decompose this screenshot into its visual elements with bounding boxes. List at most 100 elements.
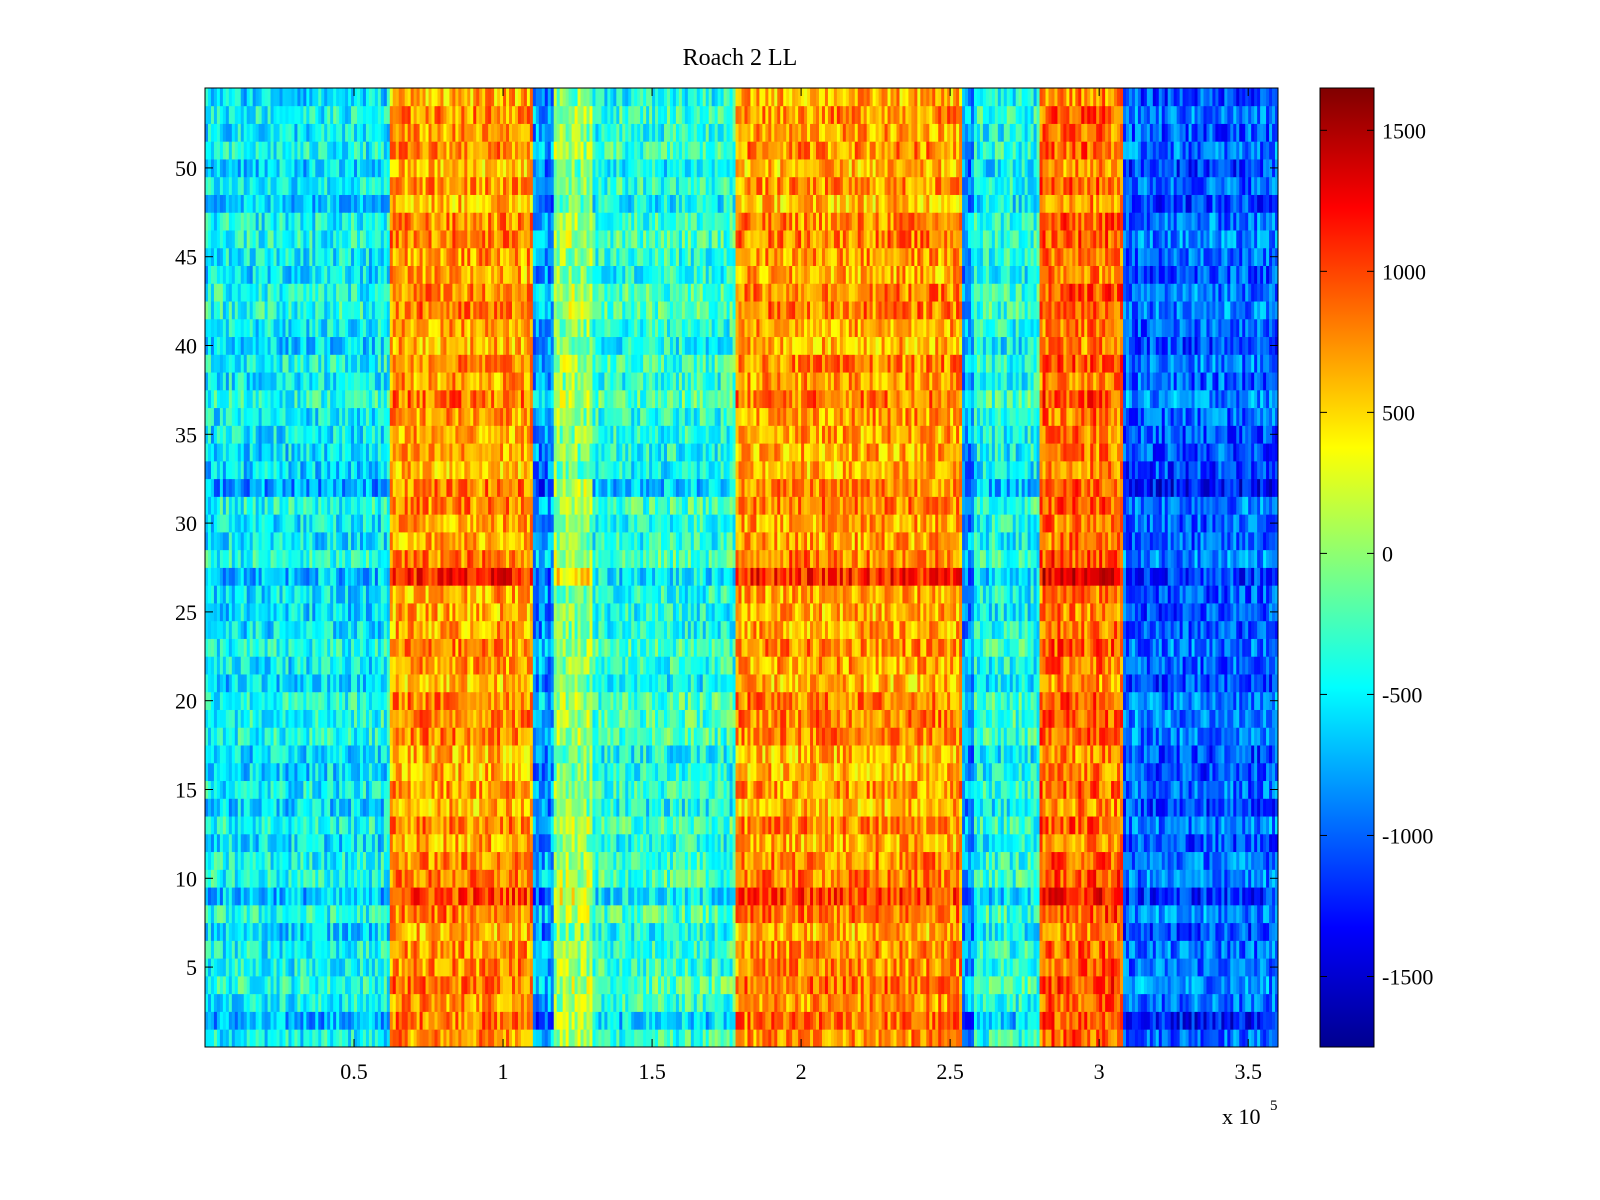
heatmap-cell	[827, 922, 832, 941]
heatmap-cell	[407, 869, 412, 888]
heatmap-cell	[234, 904, 239, 924]
heatmap-cell	[953, 1029, 957, 1048]
heatmap-cell	[1215, 958, 1219, 977]
heatmap-cell	[357, 816, 361, 835]
heatmap-cell	[500, 887, 504, 906]
heatmap-cell	[476, 922, 480, 941]
heatmap-cell	[708, 975, 713, 995]
heatmap-cell	[756, 975, 760, 995]
heatmap-cell	[830, 869, 835, 888]
heatmap-cell	[1048, 816, 1052, 835]
heatmap-cell	[371, 1011, 376, 1030]
heatmap-cell	[1087, 816, 1091, 835]
heatmap-cell	[583, 798, 587, 817]
heatmap-cell	[666, 993, 671, 1012]
heatmap-cell	[625, 904, 629, 924]
heatmap-cell	[517, 1011, 522, 1030]
heatmap-cell	[261, 975, 266, 995]
heatmap-cell	[464, 833, 468, 853]
heatmap-cell	[1173, 833, 1178, 853]
heatmap-cell	[228, 993, 233, 1012]
heatmap-cell	[872, 1029, 877, 1048]
heatmap-cell	[553, 851, 558, 870]
heatmap-cell	[735, 940, 739, 959]
heatmap-cell	[607, 940, 611, 959]
heatmap-cell	[309, 922, 313, 941]
heatmap-cell	[655, 975, 659, 995]
heatmap-cell	[455, 869, 459, 888]
heatmap-cell	[756, 1011, 760, 1030]
heatmap-cell	[649, 887, 653, 906]
heatmap-cell	[1078, 851, 1082, 870]
heatmap-cell	[348, 904, 352, 924]
heatmap-cell	[1164, 975, 1169, 995]
heatmap-cell	[652, 816, 656, 835]
heatmap-cell	[210, 904, 215, 924]
heatmap-cell	[965, 869, 969, 888]
heatmap-cell	[687, 958, 692, 977]
heatmap-cell	[589, 1029, 593, 1048]
heatmap-cell	[1248, 1011, 1252, 1030]
heatmap-cell	[786, 904, 790, 924]
heatmap-cell	[857, 904, 862, 924]
heatmap-cell	[637, 798, 641, 817]
heatmap-cell	[470, 833, 474, 853]
heatmap-cell	[833, 1011, 838, 1030]
heatmap-cell	[1036, 904, 1040, 924]
heatmap-cell	[348, 1011, 352, 1030]
heatmap-cell	[386, 975, 391, 995]
heatmap-cell	[1015, 869, 1020, 888]
heatmap-cell	[929, 851, 933, 870]
heatmap-cell	[824, 887, 829, 906]
heatmap-cell	[491, 940, 495, 959]
heatmap-cell	[982, 869, 987, 888]
heatmap-cell	[669, 1011, 674, 1030]
heatmap-cell	[514, 1029, 519, 1048]
heatmap-cell	[1024, 904, 1029, 924]
heatmap-cell	[902, 922, 906, 941]
heatmap-cell	[1140, 851, 1145, 870]
heatmap-cell	[1018, 869, 1023, 888]
heatmap-cell	[354, 887, 358, 906]
heatmap-cell	[1230, 851, 1234, 870]
heatmap-cell	[1179, 1029, 1184, 1048]
heatmap-cell	[571, 993, 575, 1012]
heatmap-cell	[640, 798, 644, 817]
heatmap-cell	[506, 958, 510, 977]
heatmap-cell	[434, 1011, 438, 1030]
heatmap-cell	[315, 993, 319, 1012]
heatmap-cell	[1176, 993, 1181, 1012]
heatmap-cell	[1099, 816, 1103, 835]
heatmap-cell	[628, 869, 632, 888]
heatmap-cell	[1224, 993, 1228, 1012]
heatmap-cell	[753, 940, 757, 959]
heatmap-cell	[613, 975, 617, 995]
heatmap-cell	[833, 958, 838, 977]
heatmap-cell	[658, 887, 662, 906]
heatmap-cell	[1024, 833, 1029, 853]
heatmap-cell	[416, 887, 420, 906]
heatmap-cell	[994, 1011, 999, 1030]
heatmap-cell	[798, 833, 802, 853]
heatmap-cell	[991, 887, 996, 906]
heatmap-cell	[762, 922, 766, 941]
heatmap-cell	[345, 993, 349, 1012]
heatmap-cell	[252, 1011, 257, 1030]
heatmap-cell	[1099, 798, 1103, 817]
heatmap-cell	[810, 940, 814, 959]
heatmap-cell	[684, 922, 689, 941]
heatmap-cell	[285, 1029, 289, 1048]
heatmap-cell	[1099, 887, 1103, 906]
heatmap-cell	[804, 940, 808, 959]
heatmap-cell	[228, 869, 233, 888]
heatmap-cell	[506, 904, 510, 924]
heatmap-cell	[1140, 1029, 1145, 1048]
heatmap-cell	[780, 922, 784, 941]
heatmap-cell	[899, 922, 903, 941]
heatmap-cell	[887, 816, 891, 835]
heatmap-cell	[1263, 833, 1267, 853]
heatmap-cell	[1257, 816, 1261, 835]
heatmap-cell	[693, 833, 698, 853]
heatmap-cell	[321, 958, 325, 977]
heatmap-cell	[810, 993, 814, 1012]
